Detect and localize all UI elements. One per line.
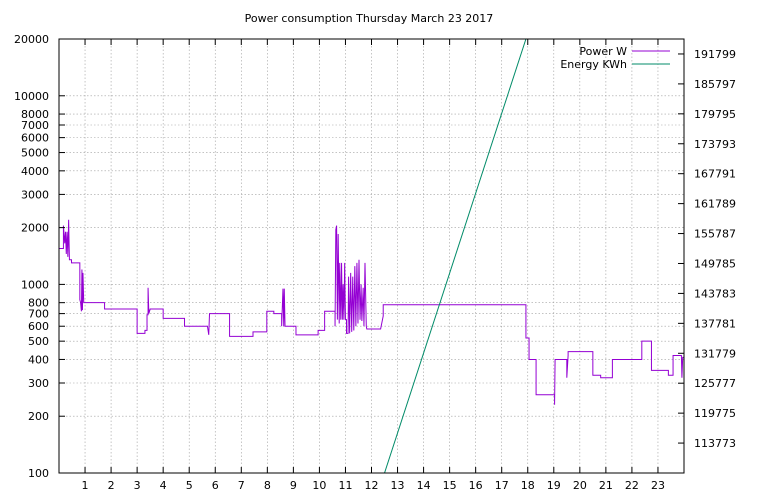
y-tick-label: 1000 [21, 278, 49, 291]
tick-layer: 1 2 3 4 5 6 7 8 9 10 11 12 13 14 15 16 17 18 19 20 21 22 23100… [14, 33, 736, 492]
series-line-power [59, 219, 684, 405]
y-tick-label: 100 [28, 467, 49, 480]
y2-tick-label: 125777 [694, 377, 736, 390]
y2-tick-label: 179795 [694, 108, 736, 121]
x-tick-label: 10 [312, 479, 326, 492]
y-tick-label: 300 [28, 377, 49, 390]
x-tick-label: 12 [365, 479, 379, 492]
y2-tick-label: 185797 [694, 78, 736, 91]
x-tick-label: 4 [160, 479, 167, 492]
y2-tick-label: 143783 [694, 287, 736, 300]
x-tick-label: 19 [547, 479, 561, 492]
x-tick-label: 7 [238, 479, 245, 492]
y2-tick-label: 113773 [694, 437, 736, 450]
y-tick-label: 800 [28, 297, 49, 310]
y-tick-label: 400 [28, 353, 49, 366]
legend-label-energy: Energy KWh [560, 58, 627, 71]
x-tick-label: 1 [82, 479, 89, 492]
x-tick-label: 22 [625, 479, 639, 492]
x-tick-label: 15 [443, 479, 457, 492]
x-tick-label: 14 [417, 479, 431, 492]
y2-tick-label: 119775 [694, 407, 736, 420]
y-tick-label: 200 [28, 410, 49, 423]
y-tick-label: 2000 [21, 222, 49, 235]
x-tick-label: 23 [651, 479, 665, 492]
y-tick-label: 6000 [21, 132, 49, 145]
x-tick-label: 13 [391, 479, 405, 492]
y2-tick-label: 191799 [694, 48, 736, 61]
x-tick-label: 16 [469, 479, 483, 492]
x-tick-label: 18 [521, 479, 535, 492]
y-tick-label: 7000 [21, 119, 49, 132]
legend: Power W Energy KWh [560, 45, 670, 71]
grid [59, 38, 684, 474]
y2-tick-label: 167791 [694, 168, 736, 181]
y-tick-label: 600 [28, 320, 49, 333]
y2-tick-label: 131779 [694, 347, 736, 360]
y-tick-label: 10000 [14, 90, 49, 103]
y2-tick-label: 155787 [694, 228, 736, 241]
x-tick-label: 2 [108, 479, 115, 492]
x-tick-label: 6 [212, 479, 219, 492]
series-line-energy [384, 39, 527, 473]
x-tick-label: 9 [290, 479, 297, 492]
x-tick-label: 3 [134, 479, 141, 492]
y2-tick-label: 161789 [694, 198, 736, 211]
y-tick-label: 4000 [21, 165, 49, 178]
y2-tick-label: 137781 [694, 317, 736, 330]
y-tick-label: 3000 [21, 188, 49, 201]
chart-title: Power consumption Thursday March 23 2017 [245, 12, 494, 25]
y-tick-label: 5000 [21, 147, 49, 160]
y2-tick-label: 173793 [694, 138, 736, 151]
series-layer [59, 39, 684, 473]
y-tick-label: 500 [28, 335, 49, 348]
x-tick-label: 8 [264, 479, 271, 492]
x-tick-label: 21 [599, 479, 613, 492]
x-tick-label: 17 [495, 479, 509, 492]
x-tick-label: 5 [186, 479, 193, 492]
y-tick-label: 20000 [14, 33, 49, 46]
x-tick-label: 11 [338, 479, 352, 492]
x-tick-label: 20 [573, 479, 587, 492]
y-tick-label: 8000 [21, 108, 49, 121]
y2-tick-label: 149785 [694, 257, 736, 270]
legend-label-power: Power W [579, 45, 627, 58]
y-tick-label: 700 [28, 308, 49, 321]
